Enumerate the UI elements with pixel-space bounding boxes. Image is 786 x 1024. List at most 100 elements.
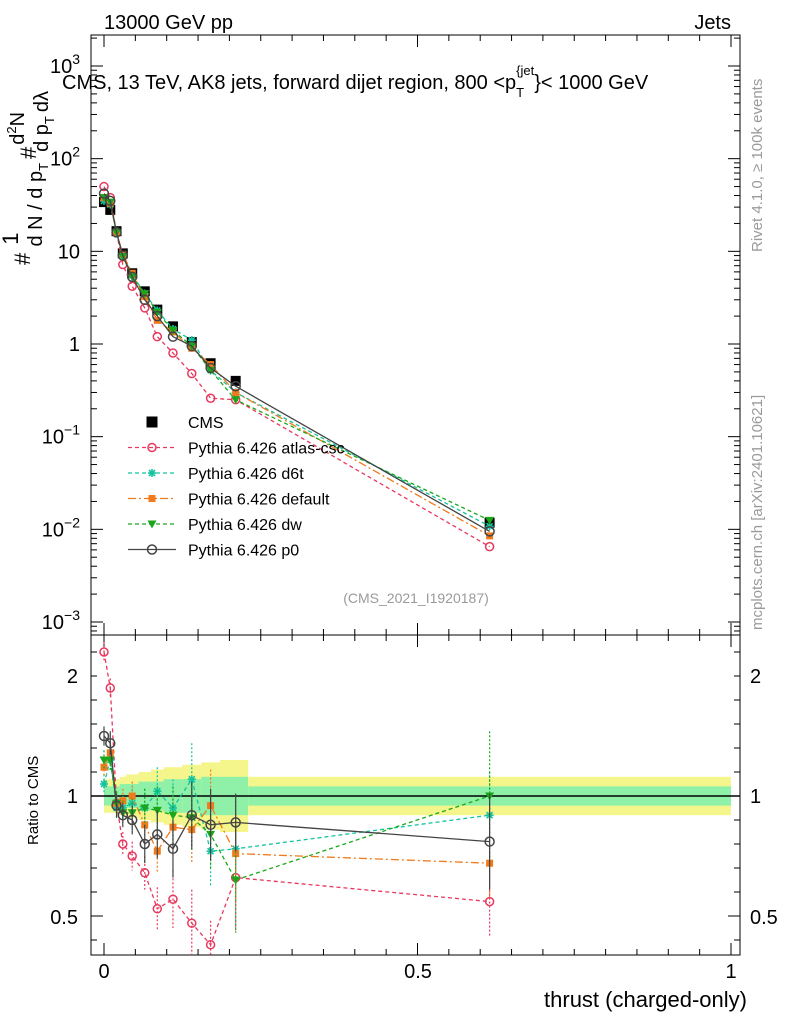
data-point-atlas-csc	[105, 683, 116, 693]
data-point-d6t	[148, 469, 156, 477]
data-point-dw	[99, 756, 109, 765]
data-point-p0	[139, 838, 151, 850]
data-point-cms	[146, 416, 158, 428]
chart-title-main: CMS, 13 TeV, AK8 jets, forward dijet reg…	[62, 72, 516, 94]
legend: CMS Pythia 6.426 atlas-csc Pythia 6.426 d6…	[128, 415, 345, 560]
data-point-atlas-csc	[205, 940, 216, 950]
data-point-p0	[230, 817, 241, 828]
data-point-dw	[485, 516, 495, 525]
data-point-dw	[231, 396, 241, 405]
ratio-series	[98, 642, 495, 955]
data-point-atlas-csc	[140, 868, 150, 878]
legend-label-dw: Pythia 6.426 dw	[188, 517, 302, 534]
data-point-default	[232, 850, 240, 858]
x-axis-label: thrust (charged-only)	[544, 987, 747, 1012]
data-point-atlas-csc	[152, 904, 163, 914]
ratio-tick-label-1-right: 1	[750, 786, 761, 808]
data-point-default	[207, 361, 215, 369]
chart-title: CMS, 13 TeV, AK8 jets, forward dijet reg…	[62, 63, 649, 100]
main-series	[98, 181, 495, 552]
marker-stroke	[100, 780, 108, 788]
data-point-dw	[168, 811, 178, 820]
data-point-default	[148, 495, 156, 502]
y-tick-label: 10−1	[42, 422, 80, 449]
ratio-line-default	[103, 750, 490, 864]
data-point-p0	[186, 340, 198, 352]
axis-ticks	[91, 35, 740, 955]
category-label: Jets	[694, 12, 731, 34]
rivet-version-label: Rivet 4.1.0, ≥ 100k events	[749, 79, 766, 252]
data-point-atlas-csc	[127, 281, 137, 291]
data-point-dw	[140, 804, 150, 813]
y-tick-label: 10	[58, 241, 80, 263]
x-tick-label-1: 1	[725, 961, 736, 983]
legend-label-cms: CMS	[188, 415, 224, 432]
data-point-dw	[168, 326, 178, 335]
data-point-dw	[140, 290, 150, 299]
data-point-dw	[105, 756, 115, 765]
data-point-p0	[152, 310, 163, 322]
marker-stroke	[188, 775, 196, 783]
data-point-p0	[105, 195, 116, 207]
data-point-p0	[146, 544, 158, 555]
data-point-p0	[484, 526, 495, 537]
data-point-default	[232, 388, 240, 396]
data-point-d6t	[100, 780, 108, 788]
y-tick-labels: 10−3 10−2 10−1 1 10 102 103	[42, 51, 80, 634]
ratio-tick-label-2-left: 2	[67, 666, 78, 688]
energy-label: 13000 GeV pp	[104, 12, 233, 34]
ratio-line-atlas_csc	[103, 651, 490, 947]
data-point-atlas-csc	[118, 839, 128, 849]
data-point-p0	[167, 843, 179, 855]
data-point-default	[128, 269, 136, 277]
ratio-axis-label: Ratio to CMS	[25, 756, 42, 845]
x-tick-label-0.5: 0.5	[404, 961, 432, 983]
data-point-atlas-csc	[99, 181, 109, 192]
legend-label-d6t: Pythia 6.426 d6t	[188, 466, 304, 483]
y-tick-label: 10−3	[42, 607, 80, 634]
x-tick-label-0: 0	[98, 961, 109, 983]
data-point-dw	[231, 876, 241, 885]
data-point-cms	[105, 204, 116, 215]
data-point-cms	[230, 375, 241, 386]
data-point-default	[128, 792, 136, 800]
data-point-atlas-csc	[187, 918, 197, 928]
chart-title-sub: T	[516, 85, 524, 100]
data-point-atlas-csc	[205, 393, 216, 403]
ratio-tick-label-1-left: 1	[67, 786, 78, 808]
data-point-dw	[152, 308, 162, 317]
ratio-panel-frame	[90, 634, 741, 956]
data-point-p0	[167, 331, 179, 342]
y-axis-label-text: #1 d N / d pT#d2Nd pTdλ	[0, 91, 57, 265]
data-point-p0	[111, 800, 122, 811]
data-point-p0	[205, 362, 216, 374]
data-point-atlas-csc	[484, 896, 495, 907]
data-point-atlas-csc	[168, 894, 178, 904]
data-point-p0	[152, 829, 163, 840]
data-point-dw	[147, 520, 157, 529]
y-tick-label: 103	[50, 51, 80, 78]
data-point-dw	[206, 366, 216, 375]
analysis-watermark: (CMS_2021_I1920187)	[343, 590, 489, 606]
data-point-p0	[105, 737, 116, 749]
y-tick-label: 10−2	[42, 514, 80, 541]
legend-label-p0: Pythia 6.426 p0	[188, 543, 299, 560]
data-point-atlas-csc	[127, 851, 137, 861]
legend-label-atlas_csc: Pythia 6.426 atlas-csc	[188, 441, 345, 458]
data-point-p0	[186, 809, 198, 821]
data-point-atlas-csc	[484, 541, 495, 552]
data-point-p0	[117, 250, 129, 261]
data-point-p0	[126, 814, 138, 826]
chart-title-sup: {jet	[516, 63, 534, 78]
series-line-default	[103, 197, 490, 537]
ratio-tick-label-0.5-left: 0.5	[50, 907, 78, 929]
data-point-atlas-csc	[152, 331, 163, 342]
data-point-p0	[230, 380, 241, 392]
data-point-p0	[98, 730, 110, 742]
y-tick-label: 102	[50, 144, 80, 171]
ratio-tick-label-0.5-right: 0.5	[750, 907, 778, 929]
data-point-atlas-csc	[187, 368, 197, 379]
data-point-p0	[111, 227, 122, 238]
data-point-p0	[139, 294, 151, 306]
